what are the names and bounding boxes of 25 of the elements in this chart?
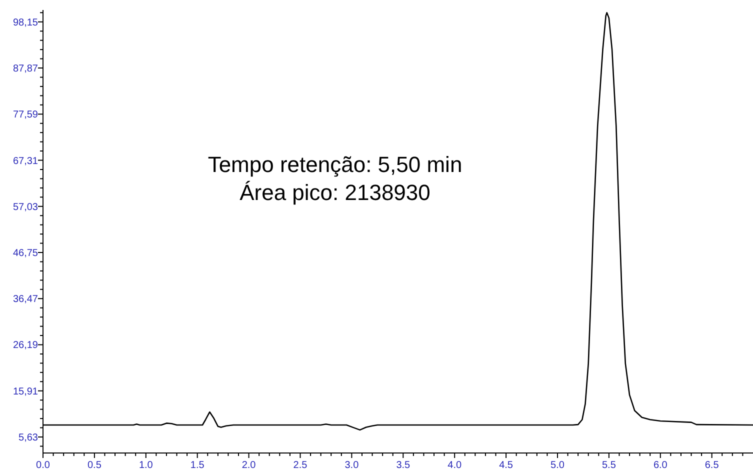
y-tick-label: 26,19 xyxy=(12,340,38,352)
x-tick-label: 6.0 xyxy=(653,460,668,470)
x-tick-label: 1.0 xyxy=(138,460,154,470)
y-tick-label: 5,63 xyxy=(18,432,38,444)
y-tick-label: 67,31 xyxy=(12,156,38,167)
x-tick-label: 4.5 xyxy=(499,460,514,470)
x-tick-label: 5.5 xyxy=(602,460,616,470)
x-tick-label: 5.0 xyxy=(550,460,565,470)
x-tick-label: 3.0 xyxy=(344,460,360,470)
y-tick-label: 77,59 xyxy=(12,110,38,121)
y-tick-label: 46,75 xyxy=(12,248,38,259)
x-tick-label: 6.5 xyxy=(704,460,720,470)
y-tick-label: 36,47 xyxy=(12,294,38,306)
y-tick-label: 15,91 xyxy=(12,386,38,398)
x-tick-label: 0.5 xyxy=(87,460,102,470)
x-tick-label: 2.5 xyxy=(293,460,308,470)
y-tick-label: 87,87 xyxy=(12,64,38,75)
x-tick-label: 2.0 xyxy=(242,460,256,470)
y-tick-label: 98,15 xyxy=(12,17,38,28)
x-tick-label: 4.0 xyxy=(448,460,462,470)
x-tick-label: 0.0 xyxy=(36,460,50,470)
annotation: Tempo retenção: 5,50 min Área pico: 2138930 xyxy=(208,152,462,205)
x-tick-label: 1.5 xyxy=(190,460,205,470)
y-tick-label: 57,03 xyxy=(12,202,38,213)
x-tick-label: 3.5 xyxy=(396,460,411,470)
